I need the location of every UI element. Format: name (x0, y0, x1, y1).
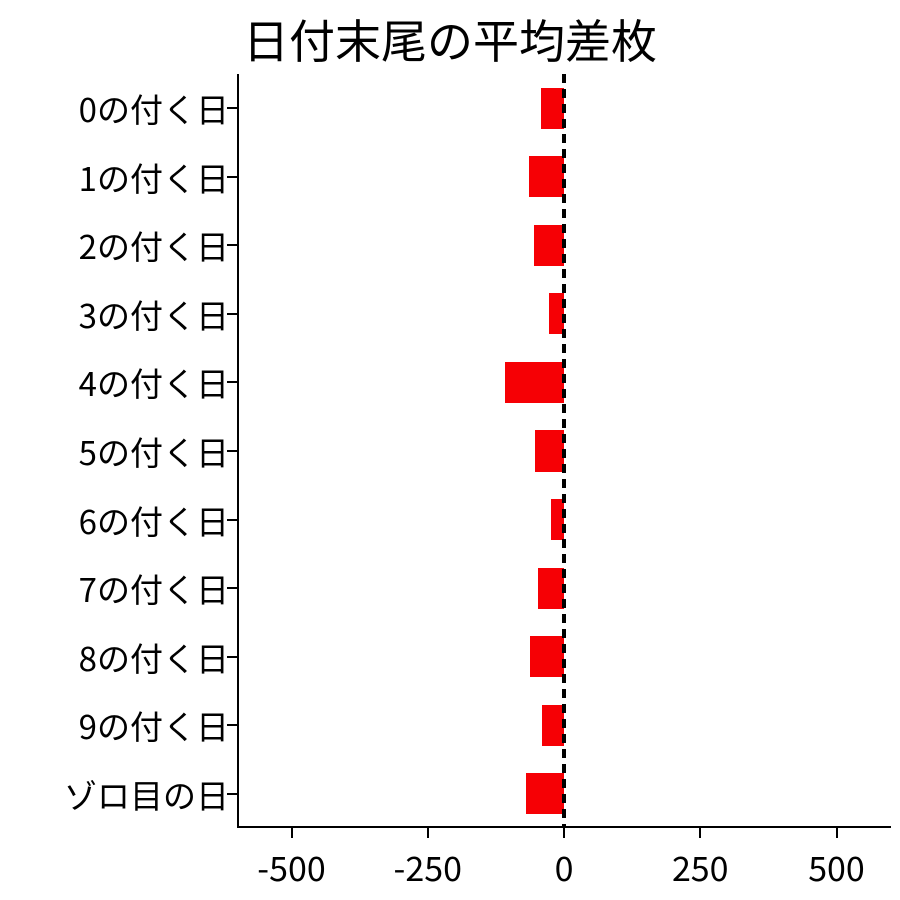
y-tick-label: 3の付く日 (79, 290, 237, 338)
x-tick-label: 0 (555, 828, 574, 891)
bar (541, 88, 564, 129)
plot-area: 0の付く日1の付く日2の付く日3の付く日4の付く日5の付く日6の付く日7の付く日… (237, 74, 891, 828)
x-tick-label: -250 (394, 828, 462, 891)
x-tick-label: 500 (808, 828, 865, 891)
y-tick-label: 2の付く日 (79, 221, 237, 269)
chart-title: 日付末尾の平均差枚 (0, 6, 900, 72)
zero-reference-line (562, 74, 566, 828)
bar (534, 225, 564, 266)
bar (530, 636, 564, 677)
y-tick-label: 4の付く日 (79, 358, 237, 406)
y-tick-label: 8の付く日 (79, 633, 237, 681)
bar (505, 362, 564, 403)
bar (529, 156, 564, 197)
y-tick-label: 6の付く日 (79, 496, 237, 544)
y-tick-label: 9の付く日 (79, 701, 237, 749)
y-tick-label: 1の付く日 (79, 153, 237, 201)
x-tick-label: -500 (257, 828, 325, 891)
x-tick-label: 250 (672, 828, 729, 891)
y-tick-label: 0の付く日 (79, 84, 237, 132)
y-tick-label: ゾロ目の日 (64, 770, 237, 818)
y-tick-label: 7の付く日 (79, 564, 237, 612)
bar (535, 430, 564, 471)
bar (538, 568, 564, 609)
y-axis-line (237, 74, 239, 828)
chart-container: 日付末尾の平均差枚 0の付く日1の付く日2の付く日3の付く日4の付く日5の付く日… (0, 0, 900, 900)
y-tick-label: 5の付く日 (79, 427, 237, 475)
bar (526, 773, 564, 814)
bar (542, 705, 564, 746)
